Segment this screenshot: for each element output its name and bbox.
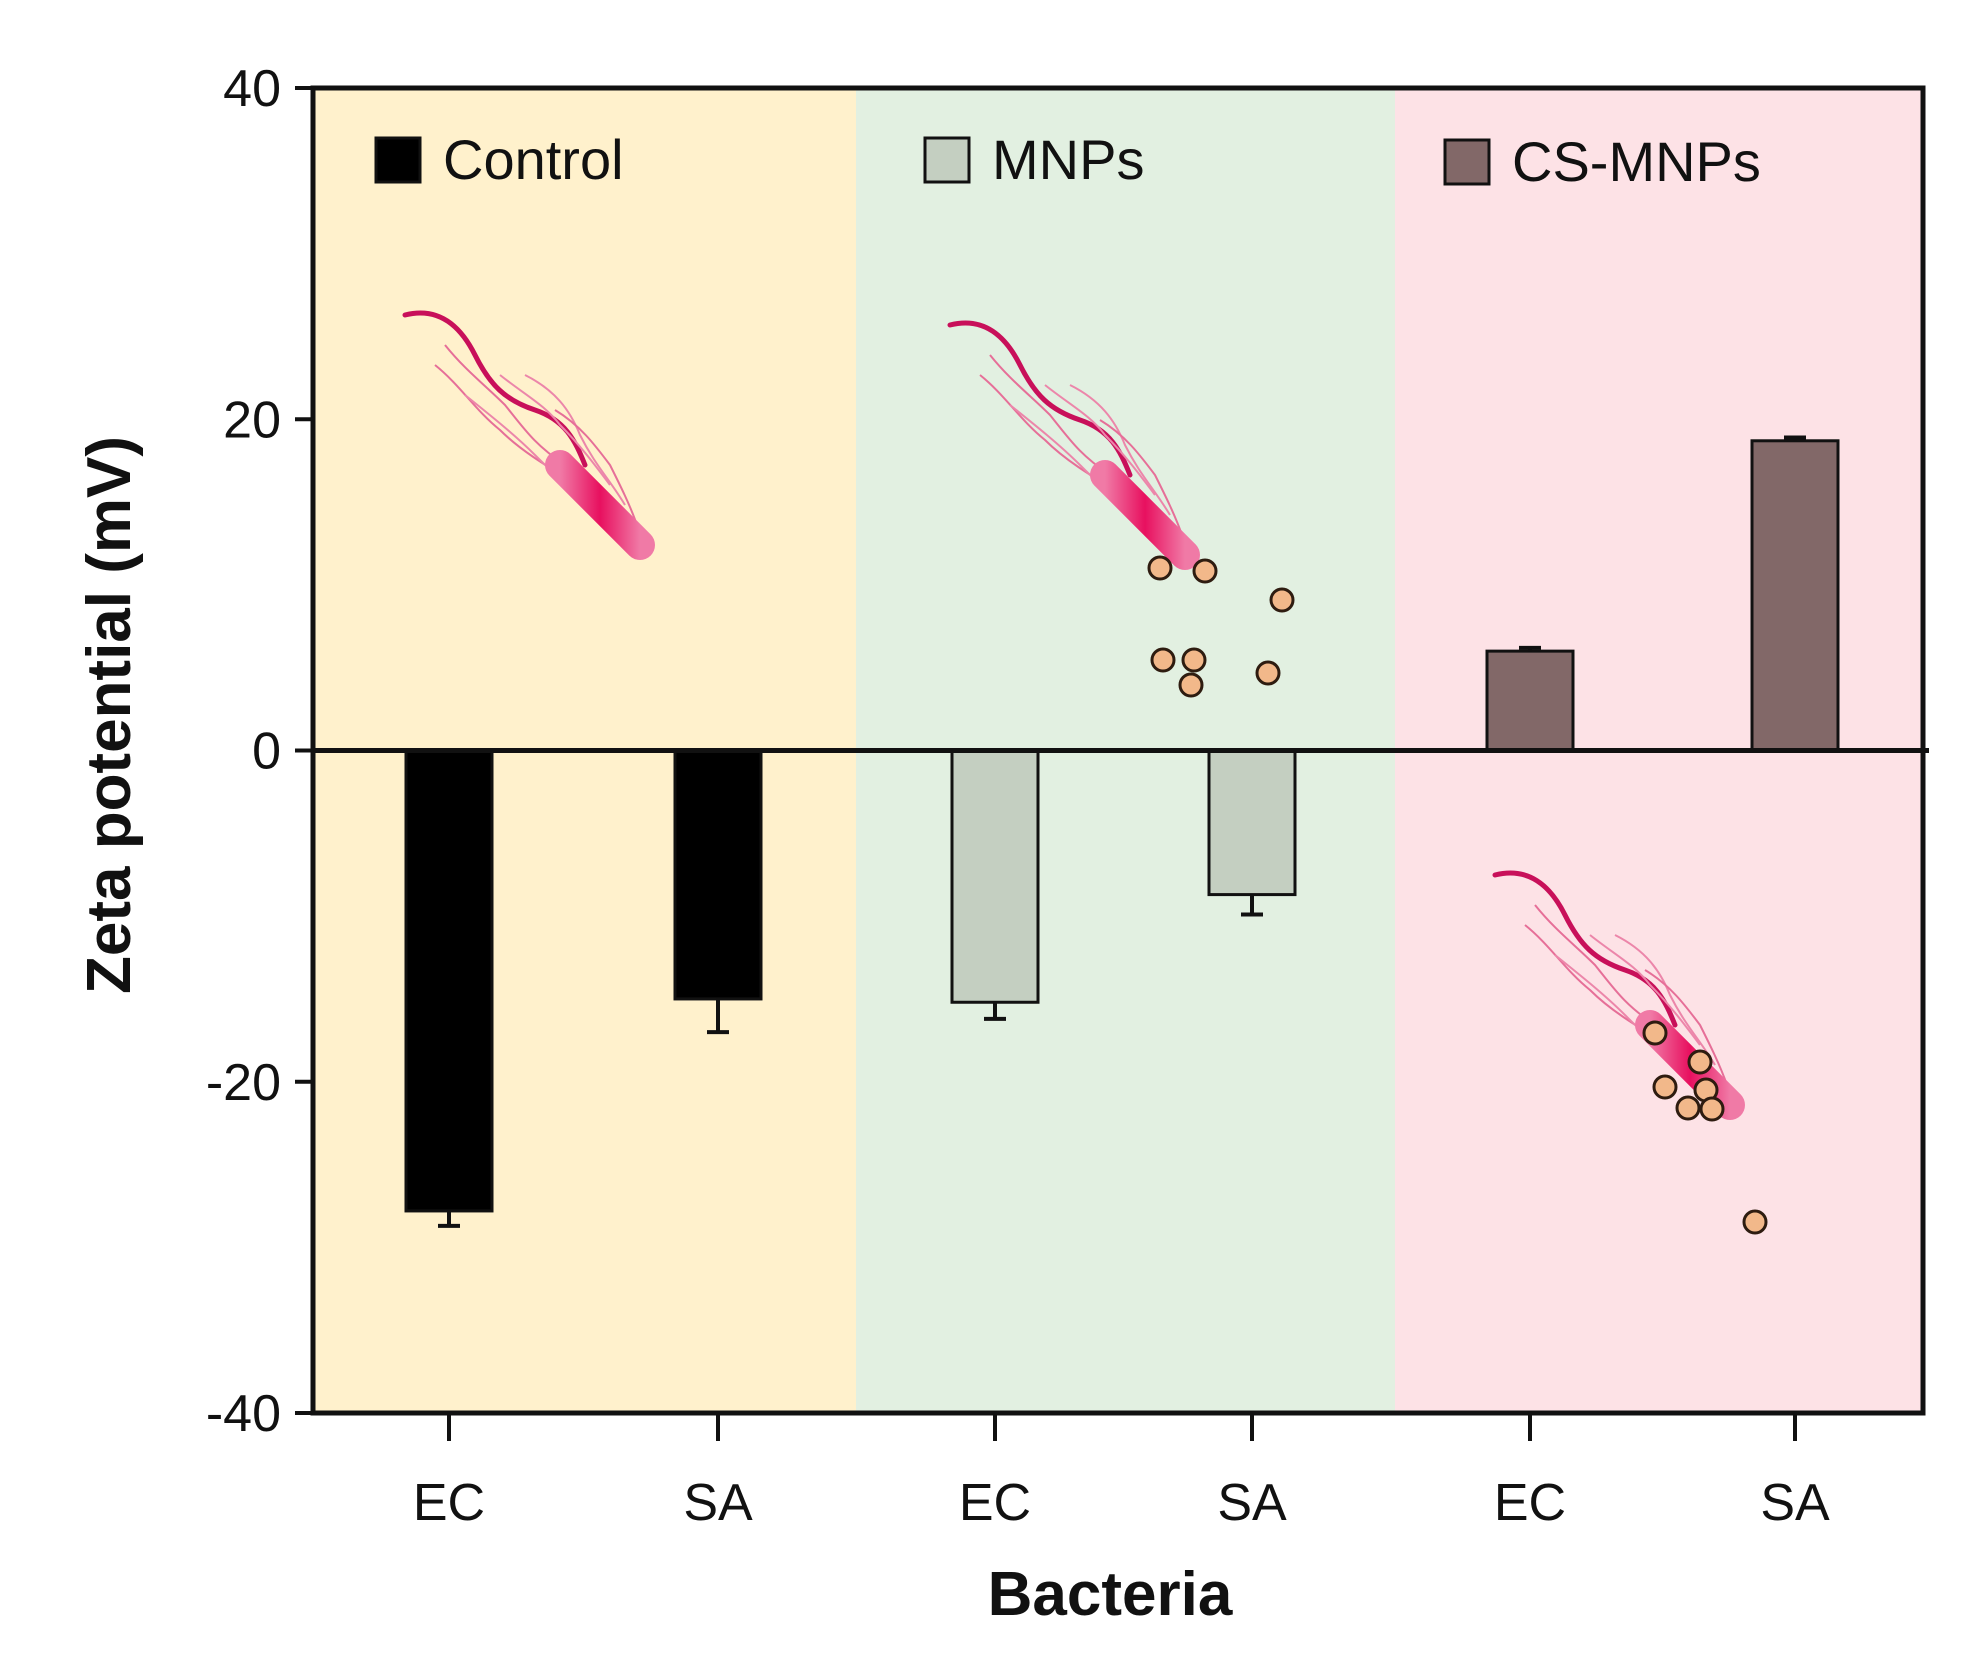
legend-label-mnps: MNPs [992, 128, 1144, 191]
x-tick-label-mnps-sa: SA [1217, 1474, 1287, 1532]
x-tick-label-mnps-ec: EC [959, 1474, 1031, 1532]
x-axis-title: Bacteria [988, 1560, 1233, 1629]
legend-swatch-cs-mnps [1443, 138, 1491, 186]
bar-cs-mnps-sa [1750, 439, 1840, 752]
legend-swatch-control [374, 136, 422, 184]
y-tick-label: 40 [223, 60, 281, 118]
bar-cs-mnps-ec [1485, 649, 1575, 752]
y-tick-label: -20 [206, 1054, 281, 1112]
y-tick-label: 0 [252, 723, 281, 781]
bar-control-sa [673, 749, 763, 1001]
x-ticks: EC SA EC SA EC SA [413, 1413, 1830, 1532]
bar-control-ec [404, 749, 494, 1213]
x-tick-label-control-sa: SA [683, 1474, 753, 1532]
legend-label-control: Control [443, 128, 624, 191]
y-tick-label: 20 [223, 391, 281, 449]
x-tick-label-control-ec: EC [413, 1474, 485, 1532]
y-ticks: 40 20 0 -20 -40 [206, 60, 313, 1443]
y-tick-label: -40 [206, 1385, 281, 1443]
legend-label-cs-mnps: CS-MNPs [1512, 130, 1761, 193]
y-axis-title: Zeta potential (mV) [75, 436, 144, 994]
bars [404, 439, 1840, 1213]
legend-swatch-mnps [923, 136, 971, 184]
bar-mnps-ec [950, 749, 1040, 1004]
bar-mnps-sa [1207, 749, 1297, 897]
x-tick-label-cs-mnps-sa: SA [1760, 1474, 1830, 1532]
x-tick-label-cs-mnps-ec: EC [1494, 1474, 1566, 1532]
error-bars [438, 435, 1806, 1228]
legend: Control MNPs CS-MNPs [374, 128, 1761, 193]
